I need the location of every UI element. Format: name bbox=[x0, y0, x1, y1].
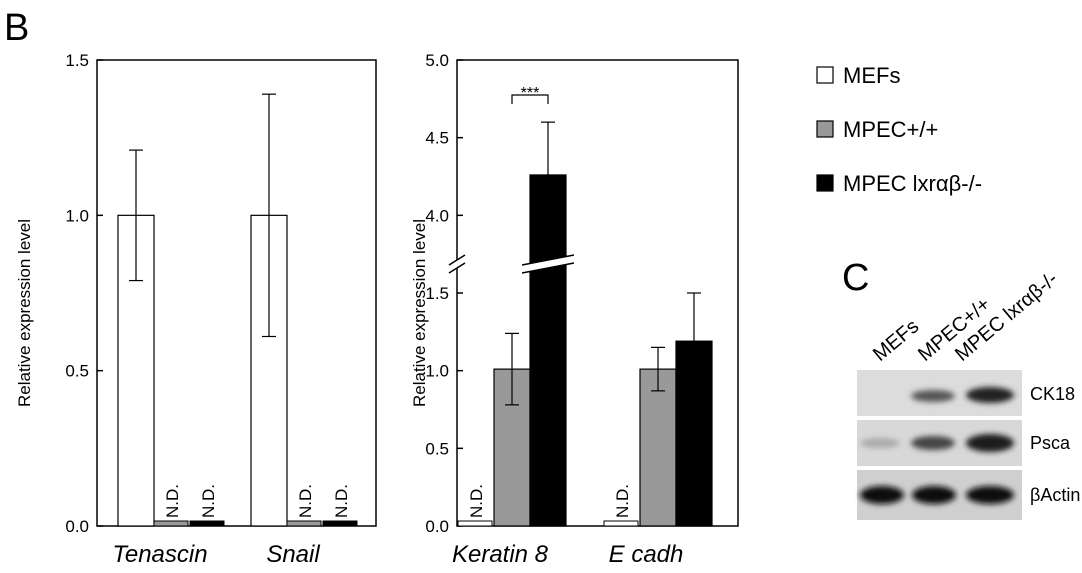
band bbox=[966, 486, 1014, 504]
bar-nd bbox=[604, 521, 638, 526]
value-label: N.D. bbox=[296, 484, 315, 518]
value-label: N.D. bbox=[467, 484, 486, 518]
y-tick-label: 0.5 bbox=[425, 439, 449, 458]
bar-nd bbox=[154, 521, 188, 526]
band bbox=[860, 486, 904, 504]
legend-swatch bbox=[817, 121, 833, 137]
y-tick-label: 1.0 bbox=[65, 206, 89, 225]
y-axis-title: Relative expression level bbox=[410, 219, 429, 407]
y-axis-title: Relative expression level bbox=[15, 219, 34, 407]
legend-label: MEFs bbox=[843, 63, 900, 88]
y-tick-label: 5.0 bbox=[425, 51, 449, 70]
bar bbox=[640, 369, 676, 526]
bar-nd bbox=[458, 521, 492, 526]
value-label: N.D. bbox=[613, 484, 632, 518]
value-label: N.D. bbox=[332, 484, 351, 518]
x-tick-label: Keratin 8 bbox=[452, 541, 549, 568]
x-tick-label: Tenascin bbox=[112, 541, 207, 568]
band bbox=[911, 390, 955, 402]
y-tick-label: 4.5 bbox=[425, 129, 449, 148]
value-label: N.D. bbox=[199, 484, 218, 518]
band bbox=[860, 438, 900, 448]
bar-nd bbox=[190, 521, 224, 526]
legend-label: MPEC+/+ bbox=[843, 117, 938, 142]
panel-label: C bbox=[842, 257, 869, 299]
legend-swatch bbox=[817, 67, 833, 83]
band bbox=[912, 486, 956, 504]
significance-label: *** bbox=[521, 85, 540, 102]
y-tick-label: 0.5 bbox=[65, 362, 89, 381]
blot-column-label: MEFs bbox=[869, 315, 923, 365]
band bbox=[966, 387, 1014, 403]
x-tick-label: Snail bbox=[266, 541, 320, 568]
figure: B C MEFs MPEC+/+ MPEC lxrαβ-/- CK18 Psca… bbox=[0, 0, 1082, 573]
blot: MEFs MPEC+/+ MPEC lxrαβ-/- CK18 Psca βAc… bbox=[857, 268, 1080, 520]
bar-nd bbox=[287, 521, 321, 526]
legend-swatch bbox=[817, 175, 833, 191]
y-tick-label: 0.0 bbox=[425, 517, 449, 536]
y-tick-label: 0.0 bbox=[65, 517, 89, 536]
panel-label: B bbox=[4, 7, 29, 49]
blot-row-label: CK18 bbox=[1030, 384, 1075, 404]
y-tick-label: 1.5 bbox=[65, 51, 89, 70]
band bbox=[966, 434, 1014, 452]
band bbox=[911, 436, 955, 450]
legend-label: MPEC lxrαβ-/- bbox=[843, 171, 982, 196]
blot-row-label: βActin bbox=[1030, 485, 1080, 505]
x-tick-label: E cadh bbox=[609, 541, 684, 568]
blot-row-label: Psca bbox=[1030, 433, 1071, 453]
value-label: N.D. bbox=[163, 484, 182, 518]
bar-nd bbox=[323, 521, 357, 526]
